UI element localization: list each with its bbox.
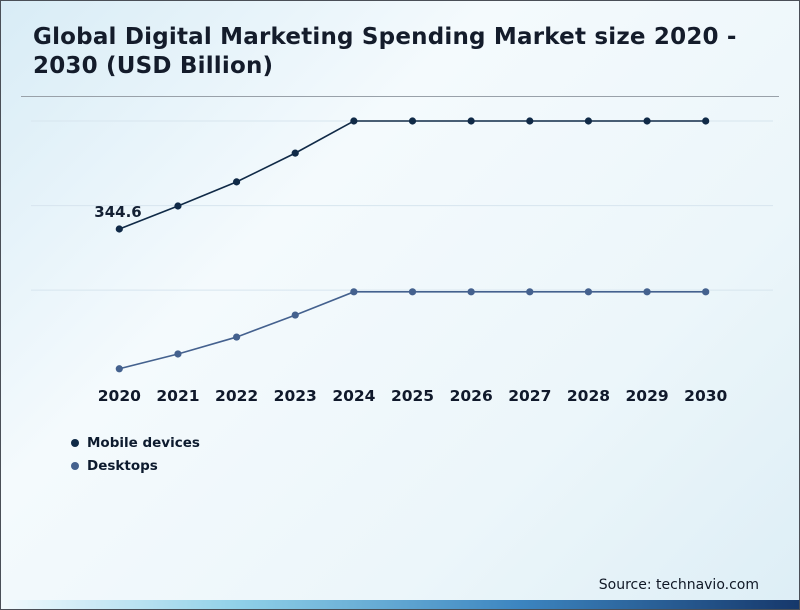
x-axis-label: 2025 <box>390 387 435 405</box>
x-axis-label: 2030 <box>684 387 728 405</box>
data-point-desktops <box>584 288 593 296</box>
legend-label: Desktops <box>87 458 158 474</box>
data-point-mobile-devices <box>584 117 593 125</box>
source-attribution: Source: technavio.com <box>598 577 759 593</box>
data-point-mobile-devices <box>526 117 534 125</box>
x-axis-label: 2026 <box>449 387 493 405</box>
data-point-desktops <box>115 365 123 373</box>
legend-label: Mobile devices <box>87 435 200 451</box>
x-axis-label: 2029 <box>625 387 669 405</box>
x-axis: 2020 2021 2022 2023 2024 2025 2026 2027 2028 2029… <box>90 387 735 405</box>
x-axis-label: 2028 <box>566 387 611 405</box>
legend-item-desktops: Desktops <box>71 458 200 474</box>
header: Global Digital Marketing Spending Market… <box>21 23 779 97</box>
data-point-desktops <box>174 350 182 358</box>
data-point-desktops <box>408 288 417 296</box>
data-point-desktops <box>232 333 241 341</box>
data-point-mobile-devices <box>408 117 417 125</box>
data-point-desktops <box>291 311 299 319</box>
data-point-desktops <box>526 288 534 296</box>
data-point-desktops <box>350 288 358 296</box>
data-point-mobile-devices <box>467 117 475 125</box>
data-point-mobile-devices <box>291 149 299 157</box>
data-point-mobile-devices <box>702 117 710 125</box>
data-point-mobile-devices <box>174 202 182 210</box>
legend: Mobile devices Desktops <box>71 435 200 474</box>
x-axis-label: 2021 <box>156 387 200 405</box>
data-point-desktops <box>467 288 475 296</box>
legend-item-mobile-devices: Mobile devices <box>71 435 200 451</box>
x-axis-label: 2024 <box>332 387 376 405</box>
data-point-mobile-devices <box>350 117 358 125</box>
x-axis-label: 2023 <box>273 387 317 405</box>
x-axis-label: 2020 <box>97 387 141 405</box>
data-point-mobile-devices <box>232 178 241 186</box>
legend-marker-icon <box>71 439 79 447</box>
legend-marker-icon <box>71 462 79 470</box>
x-axis-label: 2027 <box>508 387 552 405</box>
data-value-label: 344.6 <box>94 203 141 221</box>
data-point-desktops <box>643 288 651 296</box>
series-line-desktops <box>119 291 706 370</box>
series-line-mobile-devices <box>119 120 706 230</box>
data-point-desktops <box>702 288 710 296</box>
chart-title: Global Digital Marketing Spending Market… <box>33 24 737 79</box>
x-axis-label: 2022 <box>215 387 259 405</box>
data-point-mobile-devices <box>643 117 651 125</box>
data-point-mobile-devices <box>115 225 123 233</box>
bottom-gradient-bar <box>1 600 799 609</box>
